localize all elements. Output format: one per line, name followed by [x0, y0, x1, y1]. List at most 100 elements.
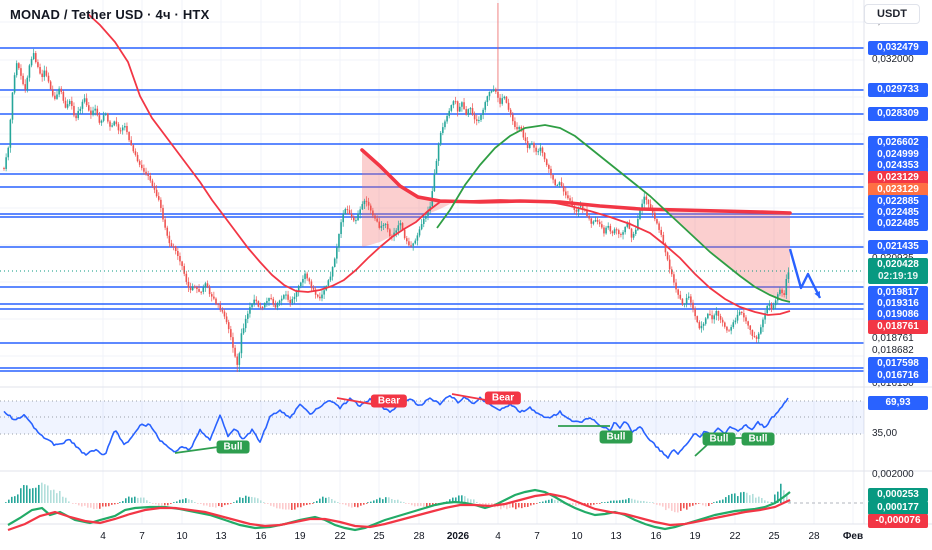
candle-body [102, 115, 105, 121]
forecast-arrow-drawing[interactable] [788, 248, 822, 299]
candle-body [79, 108, 82, 111]
price-level-badge[interactable]: 0,029733 [868, 83, 928, 97]
candle-body [408, 241, 410, 246]
price-level-badge[interactable]: 0,022485 [868, 206, 928, 220]
candle-body [422, 218, 425, 225]
time-axis-label[interactable]: 25 [768, 531, 780, 542]
price-level-badge[interactable]: 0,023129 [868, 171, 928, 185]
price-level-badge[interactable]: 0,026602 [868, 136, 928, 150]
macd-histogram-bar [322, 496, 324, 503]
macd-histogram-bar [610, 500, 612, 503]
macd-histogram-bar [75, 503, 77, 504]
candle-body [575, 209, 578, 212]
price-level-badge[interactable]: 0,019817 [868, 286, 928, 300]
macd-histogram-bar [313, 502, 315, 503]
price-level-badge[interactable]: 0,032479 [868, 41, 928, 55]
time-axis-label[interactable]: 28 [808, 531, 820, 542]
candle-body [238, 353, 241, 365]
candle-body [581, 206, 584, 210]
bear-divergence-badge[interactable]: Bear [370, 394, 408, 408]
bull-divergence-badge[interactable]: Bull [741, 432, 775, 446]
time-axis-label[interactable]: 16 [255, 531, 267, 542]
time-axis-label[interactable]: 10 [176, 531, 188, 542]
price-axis-label[interactable]: 0,016150 [872, 378, 914, 389]
macd-histogram-bar [485, 503, 487, 506]
time-axis-label[interactable]: 19 [689, 531, 701, 542]
macd-histogram-bar [309, 503, 311, 505]
candle-body [380, 225, 383, 228]
time-axis-label[interactable]: 13 [215, 531, 227, 542]
price-axis-label[interactable]: 0,032000 [872, 54, 914, 65]
candle-body [450, 105, 453, 111]
time-axis-label[interactable]: 16 [650, 531, 662, 542]
price-level-badge[interactable]: 0,022485 [868, 217, 928, 231]
time-axis-label[interactable]: 2026 [446, 531, 470, 542]
candle-body [54, 95, 56, 99]
macd-value-badge[interactable]: 0,000177 [868, 501, 928, 515]
macd-histogram-bar [708, 503, 710, 507]
macd-histogram-bar [789, 500, 791, 503]
candle-body [514, 121, 516, 127]
time-axis-label[interactable]: 25 [373, 531, 385, 542]
current-price-badge[interactable]: 0,020428 02:19:19 [868, 258, 928, 284]
price-level-badge[interactable]: 0,017598 [868, 357, 928, 371]
candle-body [435, 160, 438, 174]
rsi-divergence-line [694, 444, 708, 457]
time-axis-label[interactable]: 10 [571, 531, 583, 542]
candle-body [613, 229, 616, 234]
candle-body [724, 322, 726, 327]
price-level-badge[interactable]: 0,019086 [868, 308, 928, 322]
bull-divergence-badge[interactable]: Bull [702, 432, 736, 446]
macd-histogram-bar [146, 500, 148, 503]
macd-histogram-bar [725, 497, 727, 503]
time-axis-label[interactable]: 22 [729, 531, 741, 542]
candle-body [189, 287, 192, 291]
candle-body [726, 326, 728, 331]
candle-body [9, 119, 12, 148]
macd-histogram-bar [47, 485, 49, 503]
time-axis-label[interactable]: 4 [495, 531, 501, 542]
candle-body [134, 151, 137, 155]
price-axis-label[interactable]: 0,018682 [872, 345, 914, 356]
macd-histogram-bar [391, 499, 393, 503]
price-level-badge[interactable]: 0,019316 [868, 297, 928, 311]
symbol-title[interactable]: MONAD / Tether USD · 4ч · HTX [10, 7, 210, 22]
price-axis-label[interactable]: 0,018761 [872, 333, 914, 344]
price-level-badge[interactable]: 0,018761 [868, 320, 928, 334]
time-axis-label[interactable]: 22 [334, 531, 346, 542]
time-axis-label[interactable]: 28 [413, 531, 425, 542]
price-level-badge[interactable]: 0,022885 [868, 195, 928, 209]
currency-toggle-button[interactable]: USDT [864, 4, 920, 24]
price-level-badge[interactable]: 0,024999 [868, 148, 928, 162]
macd-histogram-bar [731, 493, 733, 503]
rsi-axis-label[interactable]: 35,00 [872, 428, 898, 439]
time-axis-label[interactable]: 13 [610, 531, 622, 542]
price-level-badge[interactable]: 0,023129 [868, 183, 928, 197]
bull-divergence-badge[interactable]: Bull [599, 430, 633, 444]
time-axis-label[interactable]: 7 [139, 531, 145, 542]
rsi-value-badge[interactable]: 69,93 [868, 396, 928, 410]
time-axis-label[interactable]: 7 [534, 531, 540, 542]
price-level-badge[interactable]: 0,021435 [868, 240, 928, 254]
macd-axis-label[interactable]: 0,002000 [872, 469, 914, 480]
macd-value-badge[interactable]: 0,000253 [868, 488, 928, 502]
candle-body [160, 199, 162, 208]
candle-body [611, 231, 614, 234]
price-level-badge[interactable]: 0,024353 [868, 159, 928, 173]
time-axis-label[interactable]: 4 [100, 531, 106, 542]
time-axis-label[interactable]: Фев [842, 531, 864, 542]
price-level-badge[interactable]: 0,016716 [868, 369, 928, 383]
candle-body [393, 232, 395, 237]
candle-body [433, 173, 436, 192]
price-level-badge[interactable]: 0,028309 [868, 107, 928, 121]
candle-body [736, 314, 739, 321]
bull-divergence-badge[interactable]: Bull [216, 440, 250, 454]
candle-body [181, 261, 183, 267]
macd-value-badge[interactable]: -0,000076 [868, 514, 928, 528]
bear-divergence-badge[interactable]: Bear [484, 391, 522, 405]
candle-body [232, 337, 234, 348]
time-axis-label[interactable]: 19 [294, 531, 306, 542]
macd-histogram-bar [671, 503, 673, 511]
candle-body [416, 235, 419, 241]
